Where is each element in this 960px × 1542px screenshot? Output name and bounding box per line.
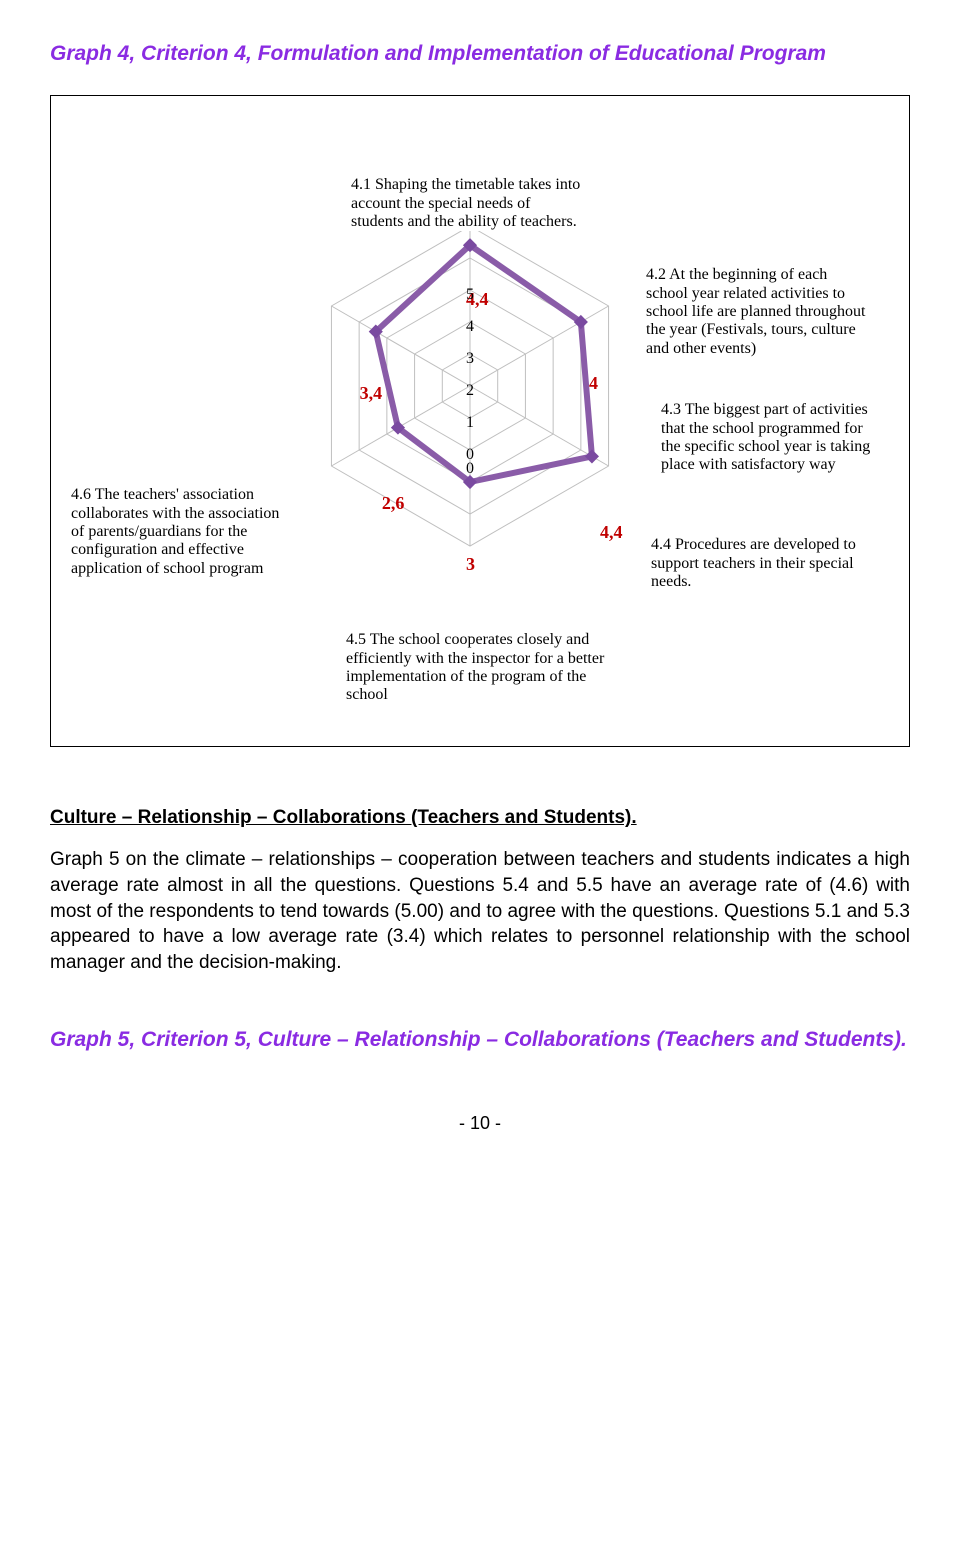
scale-tick-2: 2 xyxy=(466,382,474,400)
graph5-title: Graph 5, Criterion 5, Culture – Relation… xyxy=(50,1026,910,1053)
value-label-4-5: 2,6 xyxy=(382,493,405,514)
scale-tick-4: 4 xyxy=(466,318,474,336)
axis-label-4-6: 4.6 The teachers' association collaborat… xyxy=(71,486,286,578)
scale-tick-extra-0: 0 xyxy=(466,460,474,478)
page-number: - 10 - xyxy=(50,1113,910,1134)
axis-label-4-4: 4.4 Procedures are developed to support … xyxy=(651,536,861,591)
value-label-4-2: 4 xyxy=(589,373,598,394)
graph4-chart-frame: 4.1 Shaping the timetable takes into acc… xyxy=(50,95,910,747)
section2-body: Graph 5 on the climate – relationships –… xyxy=(50,847,910,975)
section2-heading: Culture – Relationship – Collaborations … xyxy=(50,807,910,829)
graph4-chart-area: 4.1 Shaping the timetable takes into acc… xyxy=(51,176,909,736)
value-label-4-3: 4,4 xyxy=(600,522,623,543)
scale-tick-3: 3 xyxy=(466,350,474,368)
value-label-4-4: 3 xyxy=(466,554,475,575)
axis-label-4-3: 4.3 The biggest part of activities that … xyxy=(661,401,876,475)
axis-label-4-2: 4.2 At the beginning of each school year… xyxy=(646,266,866,358)
axis-label-4-5: 4.5 The school cooperates closely and ef… xyxy=(346,631,606,705)
value-label-4-6: 3,4 xyxy=(360,383,383,404)
scale-tick-1: 1 xyxy=(466,414,474,432)
scale-tick-5: 5 xyxy=(466,286,474,304)
graph4-title: Graph 4, Criterion 4, Formulation and Im… xyxy=(50,40,910,67)
axis-label-4-1: 4.1 Shaping the timetable takes into acc… xyxy=(351,176,581,231)
